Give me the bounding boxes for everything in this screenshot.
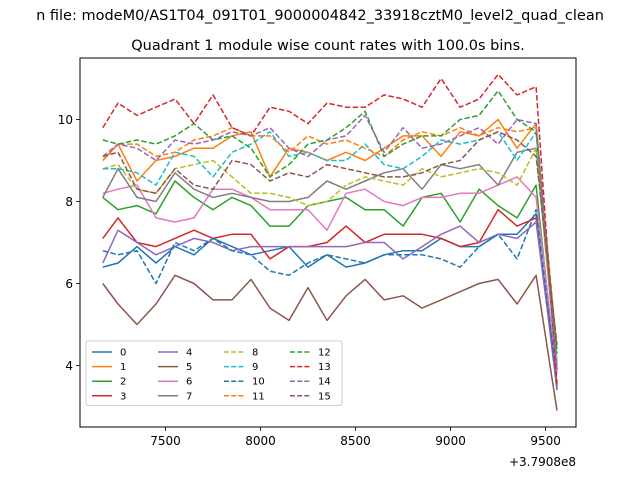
y-axis: 4 6 8 10 [58, 113, 80, 373]
legend-label-10: 10 [252, 377, 265, 388]
chart-title: Quadrant 1 module wise count rates with … [131, 38, 525, 54]
legend-label-2: 2 [120, 377, 126, 388]
x-tick-label-8500: 8500 [340, 434, 371, 448]
legend-label-9: 9 [252, 362, 258, 373]
series-line-1 [102, 118, 558, 366]
x-tick-label-9500: 9500 [530, 434, 561, 448]
y-tick-label-8: 8 [65, 195, 73, 209]
y-tick-label-4: 4 [65, 359, 73, 373]
legend-label-8: 8 [252, 348, 258, 359]
x-offset-label: +3.7908e8 [509, 455, 576, 469]
series-line-11 [102, 126, 558, 350]
legend-frame [85, 340, 343, 406]
x-axis: 7500 8000 8500 9000 9500 [150, 427, 561, 448]
legend-label-5: 5 [186, 362, 192, 373]
legend-label-13: 13 [318, 362, 331, 373]
series-line-12 [102, 90, 558, 354]
axes-frame [79, 57, 577, 428]
legend-label-3: 3 [120, 391, 126, 402]
legend-label-4: 4 [186, 348, 192, 359]
legend-label-14: 14 [318, 377, 331, 388]
series-line-4 [102, 221, 558, 387]
y-tick-label-10: 10 [58, 113, 73, 127]
figure-suptitle: n file: modeM0/AS1T04_091T01_9000004842_… [36, 8, 604, 24]
legend-label-11: 11 [252, 391, 265, 402]
plot-area [102, 73, 558, 411]
legend-label-0: 0 [120, 348, 126, 359]
x-tick-label-7500: 7500 [150, 434, 181, 448]
legend-label-6: 6 [186, 377, 192, 388]
legend-label-12: 12 [318, 348, 331, 359]
series-line-13 [102, 73, 558, 387]
x-tick-label-9000: 9000 [435, 434, 466, 448]
series-line-5 [102, 274, 558, 411]
legend-label-1: 1 [120, 362, 126, 373]
series-line-15 [102, 131, 558, 346]
legend-label-15: 15 [318, 391, 331, 402]
x-tick-label-8000: 8000 [245, 434, 276, 448]
series-line-6 [102, 176, 558, 374]
y-tick-label-6: 6 [65, 277, 73, 291]
series-line-7 [102, 147, 558, 370]
series-line-14 [102, 114, 558, 370]
legend-label-7: 7 [186, 391, 192, 402]
